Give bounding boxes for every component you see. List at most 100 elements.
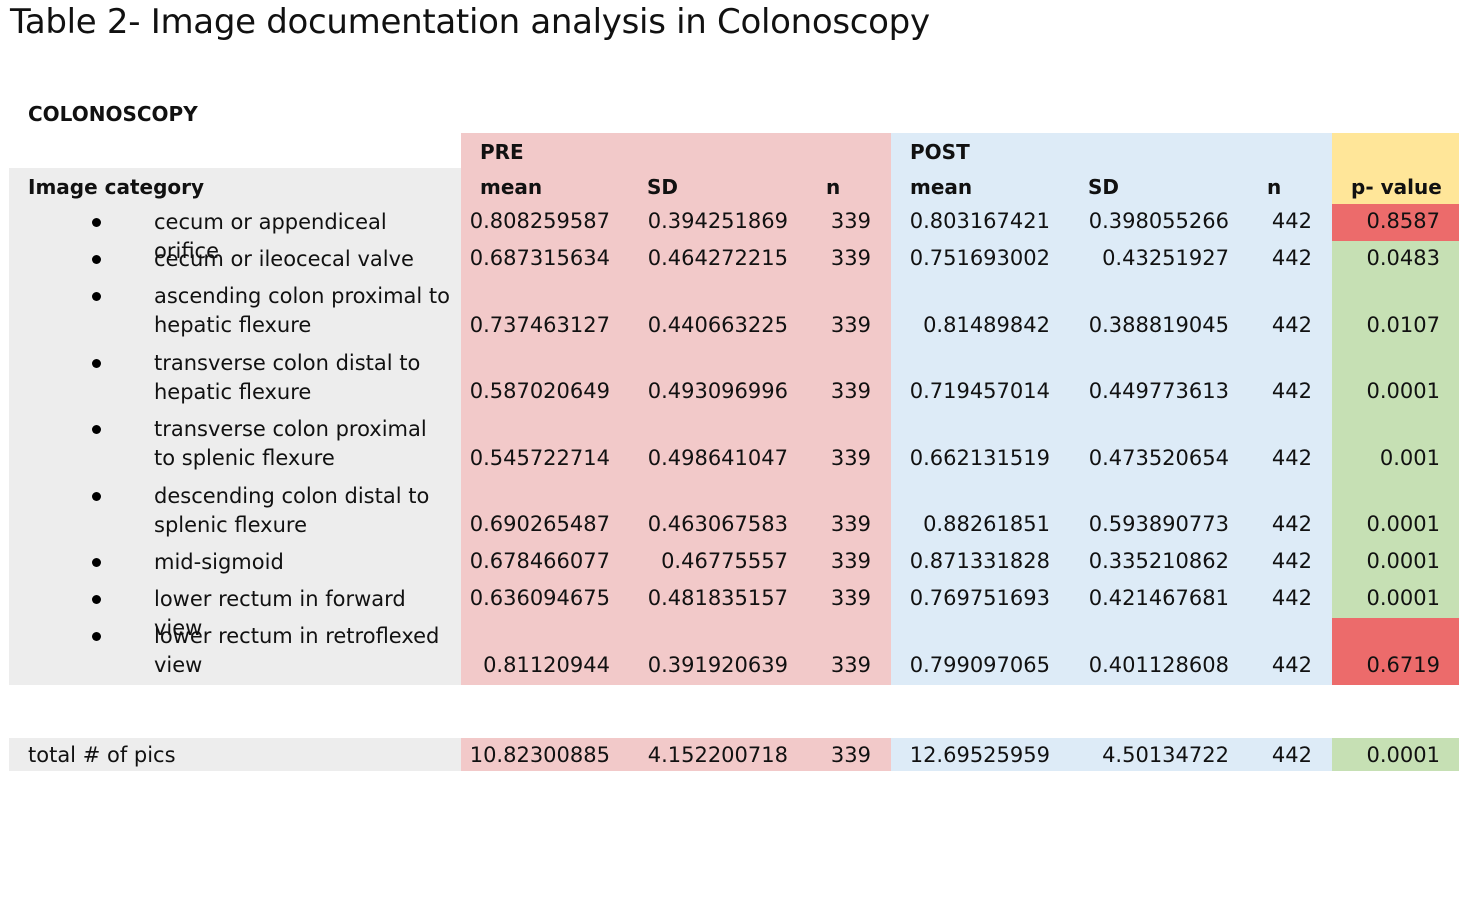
bullet-icon [92, 425, 101, 434]
category-label: cecum or appendiceal orifice [154, 210, 387, 263]
pre-n-value: 339 [830, 379, 871, 403]
post-mean-value: 0.719457014 [909, 379, 1050, 403]
total-pre-n: 339 [830, 743, 871, 767]
post-mean-value: 0.751693002 [909, 246, 1050, 270]
post-n-value: 442 [1271, 512, 1312, 536]
post-n-value: 442 [1271, 652, 1312, 677]
p-value: 0.0001 [1366, 549, 1440, 573]
post-n-value: 442 [1271, 246, 1312, 270]
p-value: 0.0001 [1366, 586, 1440, 610]
post-n-value: 442 [1271, 209, 1312, 233]
pre-sd-header: SD [647, 175, 679, 199]
p-value: 0.001 [1379, 445, 1440, 470]
post-sd-value: 0.335210862 [1088, 549, 1229, 573]
bullet-icon [92, 632, 101, 641]
pre-mean-value: 0.690265487 [469, 512, 610, 536]
p-value-cell-bg [1332, 344, 1459, 411]
pre-sd-value: 0.498641047 [647, 445, 788, 470]
pre-mean-header: mean [480, 175, 543, 199]
pre-n-value: 339 [830, 586, 871, 610]
post-mean-value: 0.871331828 [909, 549, 1050, 573]
bullet-icon [92, 558, 101, 567]
pre-header: PRE [480, 140, 524, 164]
total-post-n: 442 [1271, 743, 1312, 767]
pre-sd-value: 0.394251869 [647, 209, 788, 233]
bullet-icon [92, 491, 101, 501]
pre-sd-value: 0.440663225 [647, 312, 788, 337]
post-column-bg [891, 133, 1332, 685]
pre-mean-value: 0.587020649 [469, 379, 610, 403]
pre-mean-value: 0.81120944 [483, 652, 610, 677]
post-sd-value: 0.421467681 [1088, 586, 1229, 610]
post-n-value: 442 [1271, 379, 1312, 403]
category-label: lower rectum in forward view [154, 587, 406, 640]
category-label: ascending colon proximal to hepatic flex… [154, 284, 451, 337]
post-sd-value: 0.43251927 [1102, 246, 1229, 270]
bullet-icon [92, 218, 101, 227]
p-value-header-bg [1332, 133, 1459, 204]
pre-sd-value: 0.463067583 [647, 512, 788, 536]
p-value-header: p- value [1351, 175, 1442, 199]
pre-mean-value: 0.687315634 [469, 246, 610, 270]
category-label: transverse colon proximal to splenic fle… [154, 417, 427, 470]
post-sd-value: 0.398055266 [1088, 209, 1229, 233]
pre-n-value: 339 [830, 512, 871, 536]
p-value-cell-bg [1332, 477, 1459, 544]
p-value: 0.0001 [1366, 512, 1440, 536]
pre-sd-value: 0.391920639 [647, 652, 788, 677]
post-sd-value: 0.593890773 [1088, 512, 1229, 536]
category-label: transverse colon distal to hepatic flexu… [154, 350, 421, 404]
post-mean-value: 0.769751693 [909, 586, 1050, 610]
p-value-cell-bg [1332, 278, 1459, 345]
post-sd-header: SD [1088, 175, 1120, 199]
p-value-cell-bg [1332, 411, 1459, 478]
total-post-mean: 12.69525959 [909, 743, 1050, 767]
pre-mean-value: 0.678466077 [469, 549, 610, 573]
post-sd-value: 0.401128608 [1088, 652, 1229, 677]
p-value: 0.0483 [1366, 246, 1440, 270]
post-mean-value: 0.799097065 [909, 652, 1050, 677]
category-label: mid-sigmoid [154, 550, 284, 574]
total-pre-bg [461, 738, 891, 771]
total-p-bg [1332, 738, 1459, 771]
post-sd-value: 0.473520654 [1088, 445, 1229, 470]
bullet-icon [92, 255, 101, 264]
post-n-value: 442 [1271, 312, 1312, 337]
p-value: 0.0001 [1366, 379, 1440, 403]
pre-mean-value: 0.808259587 [469, 209, 610, 233]
post-mean-value: 0.81489842 [923, 312, 1050, 337]
p-value-cell-bg [1332, 241, 1459, 278]
pre-sd-value: 0.493096996 [647, 379, 788, 403]
pre-n-value: 339 [830, 652, 871, 677]
post-n-value: 442 [1271, 445, 1312, 470]
p-value: 0.0107 [1366, 312, 1440, 337]
p-value-cell-bg [1332, 204, 1459, 241]
p-value: 0.8587 [1366, 209, 1440, 233]
pre-n-value: 339 [830, 549, 871, 573]
post-sd-value: 0.388819045 [1088, 312, 1229, 337]
total-pre-sd: 4.152200718 [647, 743, 788, 767]
category-label: cecum or ileocecal valve [154, 247, 414, 271]
pre-column-bg [461, 133, 891, 685]
post-sd-value: 0.449773613 [1088, 379, 1229, 403]
post-n-value: 442 [1271, 549, 1312, 573]
post-n-value: 442 [1271, 586, 1312, 610]
post-mean-header: mean [910, 175, 973, 199]
pre-sd-value: 0.46775557 [661, 549, 788, 573]
total-p-value: 0.0001 [1366, 743, 1440, 767]
p-value: 0.6719 [1366, 652, 1440, 677]
total-post-sd: 4.50134722 [1102, 743, 1229, 767]
bullet-icon [92, 595, 101, 604]
section-heading: COLONOSCOPY [28, 102, 198, 126]
p-value-cell-bg [1332, 618, 1459, 685]
pre-n-value: 339 [830, 445, 871, 470]
pre-sd-value: 0.481835157 [647, 586, 788, 610]
pre-n-value: 339 [830, 209, 871, 233]
category-column-bg [9, 168, 461, 685]
pre-n-value: 339 [830, 246, 871, 270]
post-mean-value: 0.662131519 [909, 445, 1050, 470]
bullet-icon [92, 292, 101, 301]
pre-mean-value: 0.737463127 [469, 312, 610, 337]
bullet-icon [92, 358, 101, 368]
pre-sd-value: 0.464272215 [647, 246, 788, 270]
